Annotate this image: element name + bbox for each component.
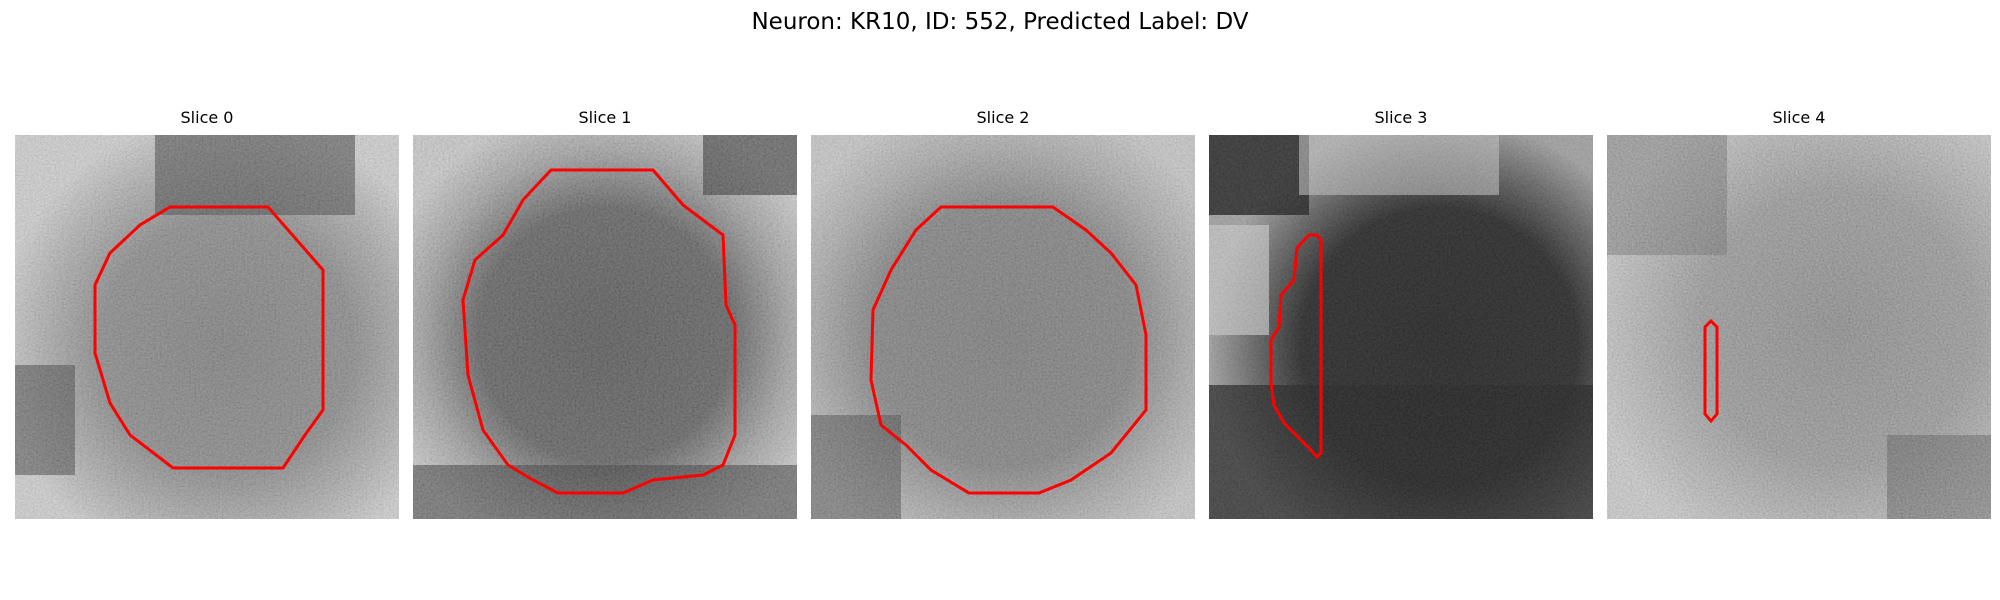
- slice-image-1: [413, 135, 797, 519]
- slice-panel-2: Slice 2: [811, 108, 1195, 519]
- slice-texture-1: [413, 135, 797, 519]
- slice-texture-0: [15, 135, 399, 519]
- slice-panel-4: Slice 4: [1607, 108, 1991, 519]
- slice-panel-1: Slice 1: [413, 108, 797, 519]
- figure-title: Neuron: KR10, ID: 552, Predicted Label: …: [751, 9, 1249, 35]
- neuron-contour-4: [1703, 318, 1719, 424]
- slice-texture-2: [811, 135, 1195, 519]
- slice-panel-0: Slice 0: [15, 108, 399, 519]
- slice-title-2: Slice 2: [976, 108, 1030, 127]
- slice-title-1: Slice 1: [578, 108, 632, 127]
- slice-image-3: [1209, 135, 1593, 519]
- slice-title-3: Slice 3: [1374, 108, 1428, 127]
- neuron-contour-0: [93, 205, 325, 470]
- slice-title-4: Slice 4: [1772, 108, 1826, 127]
- slice-image-2: [811, 135, 1195, 519]
- neuron-contour-2: [869, 205, 1148, 495]
- slice-title-0: Slice 0: [180, 108, 234, 127]
- slice-image-4: [1607, 135, 1991, 519]
- slice-image-0: [15, 135, 399, 519]
- neuron-contour-1: [461, 168, 737, 495]
- slice-texture-4: [1607, 135, 1991, 519]
- slice-panel-3: Slice 3: [1209, 108, 1593, 519]
- slice-texture-3: [1209, 135, 1593, 519]
- neuron-contour-3: [1269, 233, 1323, 460]
